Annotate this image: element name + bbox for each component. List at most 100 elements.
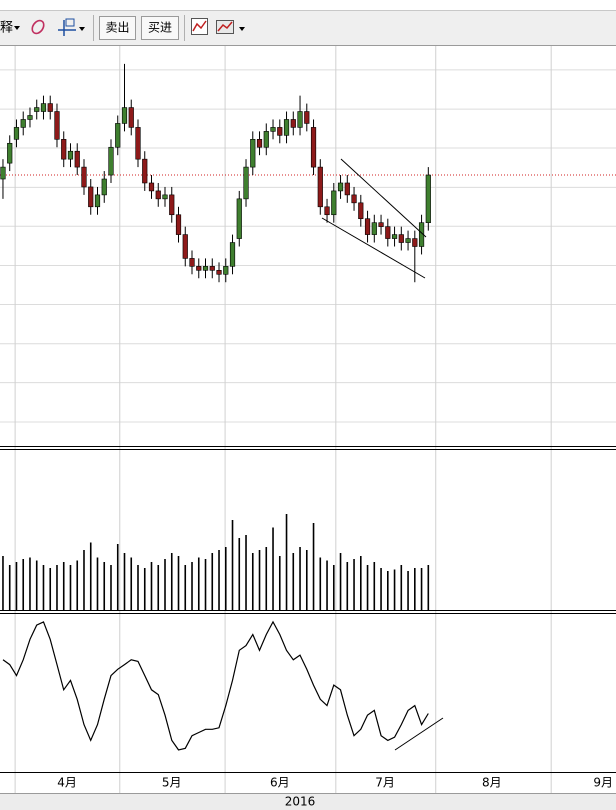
volume-bar <box>332 565 335 610</box>
candle-body <box>425 174 431 223</box>
candle-body <box>412 238 418 247</box>
volume-bar <box>339 553 342 610</box>
volume-bar <box>319 557 322 610</box>
volume-bar <box>353 559 355 610</box>
dropdown-arrow[interactable] <box>14 26 20 30</box>
volume-bar <box>326 560 328 610</box>
volume-bar <box>278 556 281 610</box>
candle-body <box>256 139 263 148</box>
volume-bar <box>218 550 220 610</box>
candle-body <box>101 178 107 196</box>
tool-icon[interactable] <box>65 18 75 27</box>
candle-body <box>283 119 290 136</box>
candle-body <box>385 226 391 239</box>
candle-body <box>196 266 202 271</box>
candle-body <box>236 198 242 239</box>
volume-bar <box>292 553 295 610</box>
candle-body <box>94 194 101 208</box>
candle-body <box>7 142 13 164</box>
year-strip <box>0 793 616 810</box>
volume-bar <box>204 559 207 610</box>
x-axis-label: 2016 <box>285 795 316 809</box>
volume-bar <box>380 568 382 610</box>
volume-bar <box>29 557 31 610</box>
volume-bar <box>251 553 254 610</box>
volume-bar <box>414 568 416 610</box>
candle-body <box>243 166 249 200</box>
chart-icon[interactable] <box>192 20 207 32</box>
x-tick-label: 7月 <box>375 776 395 790</box>
volume-bar <box>150 562 153 610</box>
print-icon[interactable] <box>217 21 233 32</box>
volume-bar <box>366 565 369 610</box>
candle-body <box>202 266 209 271</box>
volume-bar <box>42 565 45 610</box>
volume-bar <box>22 559 25 610</box>
volume-bar <box>400 565 403 610</box>
volume-bar <box>359 556 362 610</box>
x-tick-label: 8月 <box>482 776 502 790</box>
sell-button[interactable] <box>99 16 136 40</box>
candle-body <box>182 234 188 259</box>
candle-body <box>277 127 283 136</box>
buy-button-label[interactable]: 买进 <box>148 21 172 35</box>
x-tick-label: 4月 <box>57 776 77 790</box>
trend-line <box>394 717 444 751</box>
candle-body <box>358 202 364 220</box>
trend-line <box>321 217 426 279</box>
candle-body <box>135 127 141 160</box>
candle-body <box>88 186 94 208</box>
candle-body <box>324 206 330 216</box>
volume-bar <box>265 547 268 610</box>
candle-body <box>54 111 60 140</box>
candle-body <box>317 166 323 208</box>
trend-line <box>340 158 427 238</box>
candle-body <box>229 242 236 267</box>
menu-label[interactable]: 释 <box>0 21 13 36</box>
eraser-icon[interactable] <box>30 18 46 35</box>
volume-bar <box>164 559 166 610</box>
volume-bar <box>83 550 85 610</box>
candle-body <box>74 150 80 168</box>
volume-bar <box>191 562 193 610</box>
volume-bar <box>157 565 160 610</box>
volume-bar <box>285 514 288 610</box>
volume-bar <box>130 557 133 610</box>
candle-body <box>391 234 398 239</box>
candle-body <box>304 111 310 124</box>
candle-body <box>371 222 377 235</box>
candle-body <box>148 182 155 192</box>
dropdown-arrow[interactable] <box>239 27 245 31</box>
candle-body <box>398 234 404 243</box>
volume-bar <box>2 556 4 610</box>
dropdown-arrow[interactable] <box>79 27 85 31</box>
volume-bar <box>299 547 301 610</box>
toolbar <box>0 11 616 45</box>
x-tick-label: 5月 <box>162 776 182 790</box>
volume-bar <box>238 538 241 610</box>
x-tick-label: 6月 <box>270 776 290 790</box>
buy-button[interactable] <box>141 16 179 40</box>
grid <box>0 46 616 793</box>
volume-bar <box>427 565 430 610</box>
candle-body <box>27 115 33 120</box>
candle-body <box>378 222 384 227</box>
candle-body <box>223 266 229 275</box>
volume-bar <box>346 562 349 610</box>
candle-body <box>128 107 134 128</box>
candle-body <box>81 166 87 188</box>
candle-body <box>121 107 128 124</box>
candle-body <box>115 123 121 148</box>
candle-body <box>209 266 215 271</box>
oscillator-line <box>2 620 429 751</box>
volume-bar <box>312 523 315 610</box>
volume-bar <box>56 565 58 610</box>
candle-body <box>297 111 303 128</box>
sell-button-label[interactable]: 卖出 <box>105 21 129 35</box>
volume-bar <box>69 565 72 610</box>
candle-body <box>351 194 357 204</box>
volume-bar <box>224 547 227 610</box>
candle-body <box>34 107 40 112</box>
candle-body <box>344 182 350 196</box>
